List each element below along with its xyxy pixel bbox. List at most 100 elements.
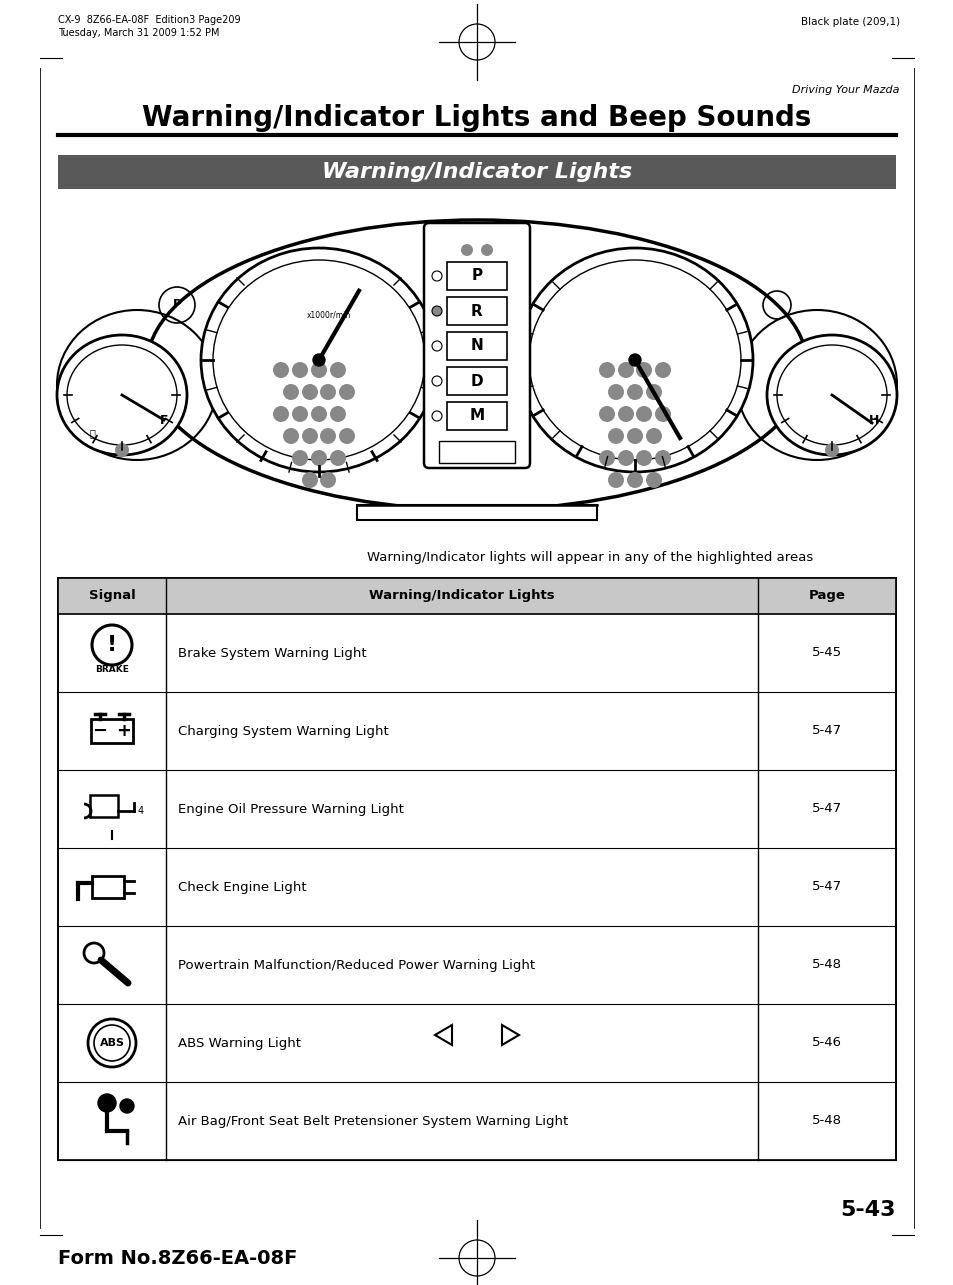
Circle shape bbox=[636, 406, 651, 421]
Circle shape bbox=[824, 443, 838, 457]
Text: Page: Page bbox=[808, 590, 844, 603]
Circle shape bbox=[655, 406, 670, 421]
Text: +: + bbox=[116, 722, 132, 740]
Text: D: D bbox=[470, 374, 483, 388]
Text: 5-47: 5-47 bbox=[811, 803, 841, 816]
Circle shape bbox=[655, 362, 670, 378]
Circle shape bbox=[598, 406, 615, 421]
Text: Tuesday, March 31 2009 1:52 PM: Tuesday, March 31 2009 1:52 PM bbox=[58, 28, 219, 39]
Bar bbox=[58, 578, 895, 1160]
Text: H: H bbox=[868, 414, 879, 427]
Text: Form No.8Z66-EA-08F: Form No.8Z66-EA-08F bbox=[58, 1249, 297, 1267]
Ellipse shape bbox=[517, 248, 752, 472]
Text: Engine Oil Pressure Warning Light: Engine Oil Pressure Warning Light bbox=[178, 803, 403, 816]
Text: P: P bbox=[172, 298, 181, 311]
Circle shape bbox=[292, 362, 308, 378]
Text: 🔵: 🔵 bbox=[89, 428, 95, 438]
Bar bbox=[90, 795, 118, 817]
Circle shape bbox=[330, 362, 346, 378]
Text: Black plate (209,1): Black plate (209,1) bbox=[800, 17, 899, 27]
Text: F: F bbox=[159, 414, 168, 427]
Bar bbox=[58, 155, 895, 189]
Circle shape bbox=[636, 362, 651, 378]
FancyBboxPatch shape bbox=[423, 224, 530, 468]
Ellipse shape bbox=[201, 248, 436, 472]
Circle shape bbox=[460, 244, 473, 256]
Circle shape bbox=[311, 450, 327, 466]
Circle shape bbox=[607, 472, 623, 488]
Circle shape bbox=[319, 384, 335, 400]
Ellipse shape bbox=[766, 335, 896, 455]
Text: Charging System Warning Light: Charging System Warning Light bbox=[178, 725, 388, 738]
Circle shape bbox=[283, 384, 298, 400]
Circle shape bbox=[432, 377, 441, 386]
Text: Powertrain Malfunction/Reduced Power Warning Light: Powertrain Malfunction/Reduced Power War… bbox=[178, 959, 535, 971]
Text: 5-45: 5-45 bbox=[811, 646, 841, 659]
Circle shape bbox=[618, 450, 634, 466]
Circle shape bbox=[645, 428, 661, 445]
Circle shape bbox=[292, 450, 308, 466]
Circle shape bbox=[338, 428, 355, 445]
Text: BRAKE: BRAKE bbox=[95, 664, 129, 673]
Circle shape bbox=[338, 384, 355, 400]
Circle shape bbox=[628, 353, 640, 366]
Circle shape bbox=[598, 450, 615, 466]
Ellipse shape bbox=[57, 335, 187, 455]
Text: 4: 4 bbox=[138, 806, 144, 816]
Circle shape bbox=[330, 450, 346, 466]
Circle shape bbox=[618, 362, 634, 378]
Text: Signal: Signal bbox=[89, 590, 135, 603]
Circle shape bbox=[626, 428, 642, 445]
Text: 5-43: 5-43 bbox=[840, 1200, 895, 1219]
Circle shape bbox=[302, 384, 317, 400]
Circle shape bbox=[319, 472, 335, 488]
Text: Brake System Warning Light: Brake System Warning Light bbox=[178, 646, 366, 659]
Circle shape bbox=[645, 384, 661, 400]
Circle shape bbox=[598, 362, 615, 378]
Circle shape bbox=[645, 472, 661, 488]
Text: CX-9  8Z66-EA-08F  Edition3 Page209: CX-9 8Z66-EA-08F Edition3 Page209 bbox=[58, 15, 240, 24]
Text: 5-48: 5-48 bbox=[811, 959, 841, 971]
Text: ABS Warning Light: ABS Warning Light bbox=[178, 1037, 301, 1050]
Text: 5-46: 5-46 bbox=[811, 1037, 841, 1050]
Bar bbox=[447, 332, 506, 360]
Text: M: M bbox=[469, 409, 484, 424]
Circle shape bbox=[115, 443, 129, 457]
Text: Driving Your Mazda: Driving Your Mazda bbox=[792, 85, 899, 95]
Circle shape bbox=[313, 353, 325, 366]
Bar bbox=[91, 720, 132, 743]
Bar bbox=[447, 402, 506, 430]
Circle shape bbox=[283, 428, 298, 445]
Text: ABS: ABS bbox=[99, 1038, 125, 1049]
Text: −: − bbox=[92, 722, 108, 740]
Bar bbox=[447, 262, 506, 290]
Text: N: N bbox=[470, 338, 483, 353]
Circle shape bbox=[480, 244, 493, 256]
Circle shape bbox=[273, 362, 289, 378]
Bar bbox=[447, 297, 506, 325]
Text: Check Engine Light: Check Engine Light bbox=[178, 880, 306, 893]
Circle shape bbox=[311, 406, 327, 421]
Text: Warning/Indicator Lights: Warning/Indicator Lights bbox=[369, 590, 555, 603]
Circle shape bbox=[98, 1094, 116, 1112]
Bar bbox=[438, 441, 515, 463]
Text: P: P bbox=[471, 269, 482, 284]
Circle shape bbox=[432, 271, 441, 281]
Text: x1000r/min: x1000r/min bbox=[307, 311, 351, 320]
Text: !: ! bbox=[107, 635, 117, 655]
Circle shape bbox=[618, 406, 634, 421]
Circle shape bbox=[302, 472, 317, 488]
Circle shape bbox=[432, 411, 441, 421]
Circle shape bbox=[292, 406, 308, 421]
Bar bbox=[356, 505, 597, 520]
Circle shape bbox=[636, 450, 651, 466]
Bar bbox=[58, 578, 895, 614]
Circle shape bbox=[120, 1099, 133, 1113]
Circle shape bbox=[302, 428, 317, 445]
Text: 5-47: 5-47 bbox=[811, 880, 841, 893]
Circle shape bbox=[330, 406, 346, 421]
Circle shape bbox=[319, 428, 335, 445]
Text: Warning/Indicator Lights and Beep Sounds: Warning/Indicator Lights and Beep Sounds bbox=[142, 104, 811, 132]
Circle shape bbox=[89, 948, 99, 959]
Circle shape bbox=[626, 472, 642, 488]
